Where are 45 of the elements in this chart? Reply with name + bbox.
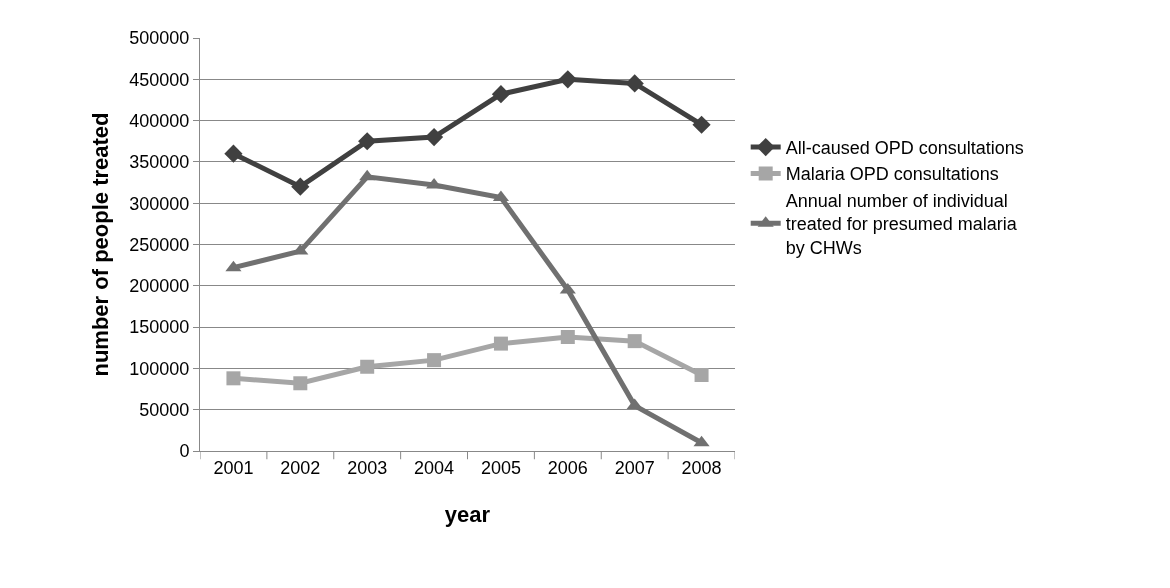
point	[626, 398, 643, 410]
x-tick-label: 2004	[414, 457, 455, 478]
y-tick-label: 50000	[139, 400, 190, 420]
point	[560, 330, 575, 345]
point	[491, 85, 511, 104]
y-tick-label: 200000	[129, 276, 190, 297]
y-tick-label: 500000	[129, 28, 190, 49]
y-tick-label: 400000	[129, 110, 190, 131]
x-tick-label: 2001	[213, 457, 254, 478]
x-tick-label: 2007	[614, 457, 655, 478]
y-tick-label: 0	[179, 441, 190, 462]
legend-label: Malaria OPD consultations	[785, 164, 999, 185]
point	[360, 359, 375, 374]
x-axis-title: year	[444, 502, 491, 528]
point	[358, 132, 377, 151]
y-axis-title: number of people treated	[88, 112, 114, 377]
point	[694, 368, 709, 383]
y-tick-label: 250000	[129, 234, 190, 255]
point	[427, 353, 442, 368]
point	[293, 376, 308, 391]
legend-label: All-caused OPD consultations	[785, 138, 1024, 159]
y-tick-label: 100000	[129, 358, 190, 379]
x-tick-label: 2002	[280, 457, 321, 478]
point	[625, 74, 644, 93]
point	[693, 435, 710, 447]
point	[559, 282, 576, 294]
y-tick-label: 150000	[129, 317, 190, 338]
legend-label: Annual number of individual treated for presumed malaria by CHWs	[785, 190, 1018, 258]
point	[692, 115, 711, 134]
point	[291, 177, 310, 196]
x-tick-label: 2003	[347, 457, 388, 478]
y-tick-label: 300000	[129, 193, 190, 214]
point	[558, 70, 577, 89]
x-tick-label: 2005	[480, 457, 521, 478]
point	[627, 334, 642, 349]
point	[226, 371, 241, 386]
point	[224, 144, 243, 163]
x-tick-label: 2006	[547, 457, 588, 478]
point	[359, 169, 376, 181]
y-tick-label: 350000	[129, 152, 190, 173]
y-tick-label: 450000	[129, 69, 190, 90]
point	[424, 128, 444, 147]
point	[225, 260, 242, 272]
x-tick-label: 2008	[681, 457, 722, 478]
point	[493, 336, 508, 351]
